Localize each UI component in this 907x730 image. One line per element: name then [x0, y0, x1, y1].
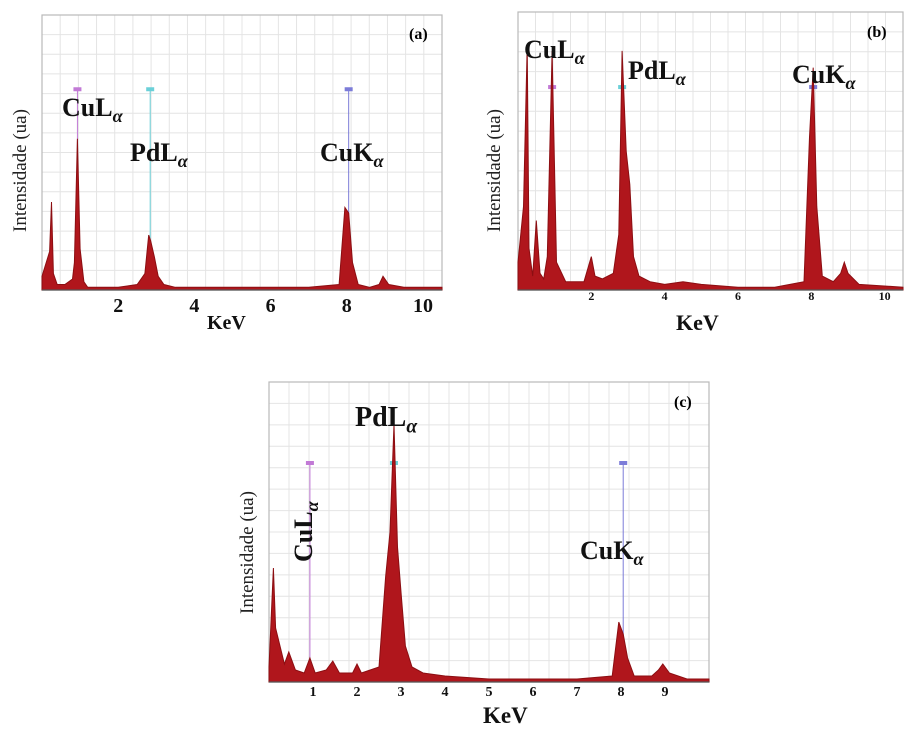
- chart-c-xtick-label: 7: [574, 685, 581, 700]
- chart-c-grid: [269, 382, 709, 682]
- chart-b-grid: [518, 12, 903, 290]
- chart-b-peak-cuk: CuKα: [792, 60, 856, 94]
- chart-c-xtick-label: 3: [398, 685, 405, 700]
- chart-a-panel-label: (a): [409, 26, 428, 43]
- chart-b-xtick-label: 4: [662, 289, 668, 303]
- chart-a-ylabel: Intensidade (ua): [10, 109, 31, 232]
- chart-a-xtick-label: 8: [342, 295, 352, 317]
- chart-b-xtick-label: 2: [588, 289, 594, 303]
- chart-c-xtick-label: 6: [530, 685, 537, 700]
- chart-a-peak-marker: [146, 87, 155, 92]
- chart-a-xlabel: KeV: [207, 312, 246, 334]
- chart-a-peak-marker: [344, 87, 353, 92]
- chart-a-peak-cul: CuLα: [62, 93, 123, 127]
- chart-a-xtick-label: 2: [113, 295, 123, 317]
- panel-a: 2 4 6 8 10 Intensidade (ua) (a) KeV CuLα PdL…: [0, 0, 460, 345]
- chart-a-spectrum-area: [41, 138, 443, 291]
- chart-c-spectrum-area: [268, 423, 710, 683]
- chart-a-peak-cuk: CuKα: [320, 138, 384, 172]
- chart-b-xtick-label: 10: [879, 289, 891, 303]
- chart-c-panel-label: (c): [674, 394, 692, 411]
- chart-a-xtick-label: 6: [266, 295, 276, 317]
- chart-a-peak-pdl: PdLα: [130, 138, 188, 172]
- chart-c-xtick-label: 8: [618, 685, 625, 700]
- chart-c-xtick-label: 4: [442, 685, 449, 700]
- chart-c-xlabel: KeV: [483, 703, 528, 728]
- panel-b: 2 4 6 8 10 Intensidade (ua) (b) KeV CuLα PdL…: [480, 0, 907, 345]
- chart-b-xtick-label: 6: [735, 289, 741, 303]
- chart-c-xtick-label: 9: [662, 685, 669, 700]
- chart-b-peak-pdl: PdLα: [628, 56, 686, 90]
- chart-a-grid: [42, 15, 442, 290]
- chart-b-peak-cul: CuLα: [524, 35, 585, 69]
- chart-b-xtick-label: 8: [808, 289, 814, 303]
- chart-c-peak-marker: [305, 461, 314, 465]
- chart-c-xtick-label: 2: [354, 685, 361, 700]
- chart-c-xtick-label: 5: [486, 685, 493, 700]
- chart-b-xlabel: KeV: [676, 310, 719, 335]
- chart-c-peak-cuk: CuKα: [580, 536, 644, 570]
- chart-c-peak-marker: [619, 461, 628, 465]
- chart-c-ylabel: Intensidade (ua): [237, 491, 258, 614]
- chart-c-peak-cul: CuLα: [289, 501, 323, 562]
- chart-b-panel-label: (b): [867, 24, 887, 41]
- chart-c-xtick-label: 1: [310, 685, 317, 700]
- chart-a-xtick-label: 4: [189, 295, 199, 317]
- chart-c-peak-pdl: PdLα: [355, 402, 418, 438]
- chart-a-xtick-label: 10: [413, 295, 433, 317]
- chart-a-peak-marker: [73, 87, 82, 92]
- chart-b-ylabel: Intensidade (ua): [484, 109, 505, 232]
- chart-a-plot: 2 4 6 8 10: [41, 14, 443, 317]
- chart-b-spectrum-area: [517, 45, 904, 291]
- chart-b-plot: 2 4 6 8 10: [517, 11, 904, 303]
- chart-c-plot: 1 2 3 4 5 6 7 8 9: [268, 381, 710, 700]
